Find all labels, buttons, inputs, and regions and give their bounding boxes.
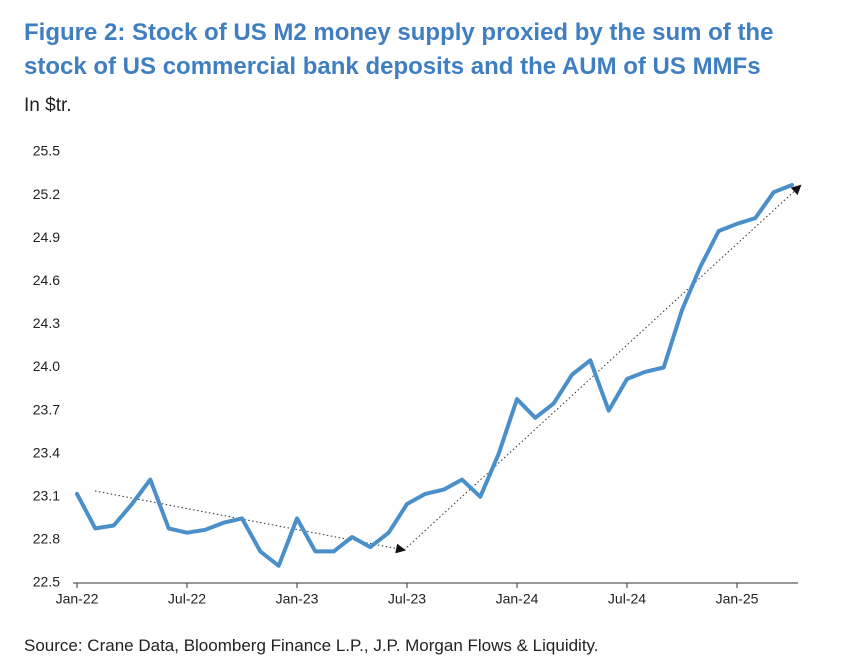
y-tick-label: 24.3 <box>33 315 60 331</box>
trend-arrow <box>403 184 802 551</box>
y-tick-label: 25.5 <box>33 143 60 159</box>
x-tick-label: Jul-22 <box>168 591 206 607</box>
y-tick-label: 22.8 <box>33 531 60 547</box>
trend-arrow <box>94 490 406 554</box>
subtitle: In $tr. <box>24 95 72 116</box>
y-tick-label: 25.2 <box>33 186 60 202</box>
y-tick-label: 24.9 <box>33 229 60 245</box>
x-tick-label: Jan-23 <box>276 591 319 607</box>
y-tick-label: 22.5 <box>33 574 60 590</box>
y-tick-label: 23.4 <box>33 444 60 460</box>
x-tick-label: Jan-22 <box>56 591 99 607</box>
x-tick-label: Jul-24 <box>608 591 646 607</box>
data-line <box>75 183 794 568</box>
source: Source: Crane Data, Bloomberg Finance L.… <box>24 636 599 655</box>
x-tick-label: Jan-24 <box>496 591 539 607</box>
x-tick-label: Jan-25 <box>716 591 759 607</box>
y-tick-label: 23.1 <box>33 488 60 504</box>
y-tick-label: 23.7 <box>33 401 60 417</box>
y-tick-label: 24.6 <box>33 272 60 288</box>
chart-title: stock of US commercial bank deposits and… <box>24 53 761 80</box>
x-tick-label: Jul-23 <box>388 591 426 607</box>
chart-title: Figure 2: Stock of US M2 money supply pr… <box>24 19 773 46</box>
y-tick-label: 24.0 <box>33 358 60 374</box>
